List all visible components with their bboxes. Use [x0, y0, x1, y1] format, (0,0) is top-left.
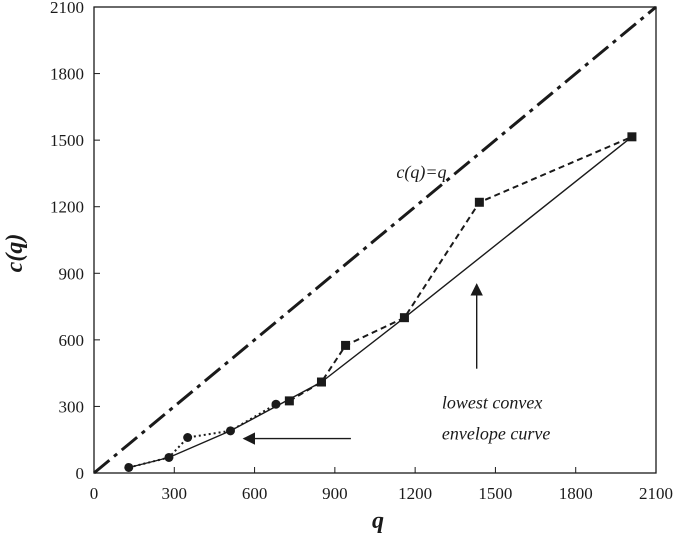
y-tick-label: 600	[59, 331, 85, 350]
y-tick-label: 1500	[50, 131, 84, 150]
annotation-label: envelope curve	[442, 424, 550, 444]
y-tick-label: 1200	[50, 198, 84, 217]
y-tick-label: 900	[59, 264, 85, 283]
data-point-square	[284, 396, 294, 406]
annotation-label: lowest convex	[442, 393, 542, 413]
data-point-square	[341, 340, 351, 350]
y-tick-label: 1800	[50, 65, 84, 84]
x-tick-label: 600	[242, 484, 268, 503]
data-point-square	[627, 132, 637, 142]
data-point-circle	[183, 432, 193, 442]
series-line-solid	[128, 136, 633, 469]
x-tick-label: 2100	[639, 484, 673, 503]
y-tick-label: 2100	[50, 0, 84, 17]
series-line-dashed	[288, 135, 633, 402]
y-tick-label: 300	[59, 397, 85, 416]
plot-frame	[93, 6, 657, 474]
y-axis-title: c(q)	[2, 234, 28, 273]
annotation-label: c(q)=q	[396, 162, 446, 183]
data-point-circle	[271, 399, 281, 409]
x-tick-label: 0	[90, 484, 99, 503]
x-tick-label: 900	[322, 484, 348, 503]
x-tick-label: 1200	[398, 484, 432, 503]
data-point-square	[474, 197, 484, 207]
x-tick-label: 1500	[478, 484, 512, 503]
x-tick-label: 300	[162, 484, 188, 503]
series-line-dash-dot	[93, 5, 657, 475]
y-tick-label: 0	[76, 464, 85, 483]
plot-area: 0 300 600 900 1200 1500 1800 2100 0 300 600 900 1200…	[50, 0, 673, 503]
series-line-dotted	[128, 403, 277, 469]
x-axis-title: q	[372, 508, 384, 533]
x-tick-label: 1800	[559, 484, 593, 503]
